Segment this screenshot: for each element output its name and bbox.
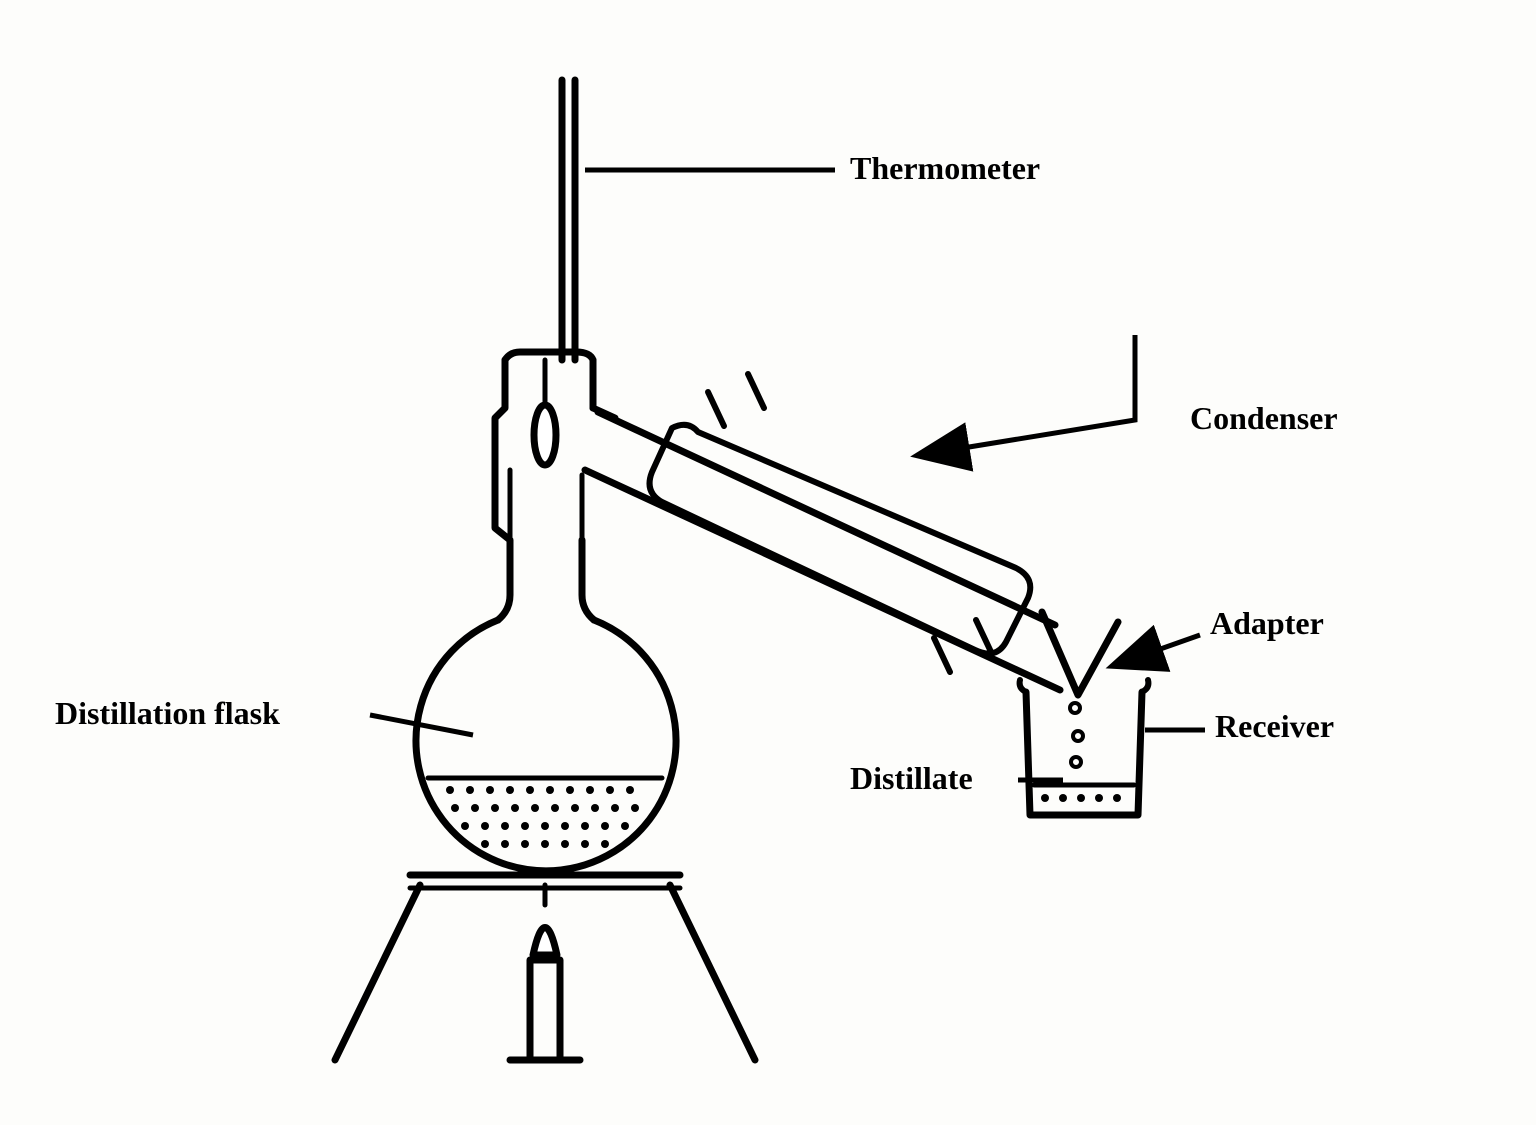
label-thermometer: Thermometer: [850, 150, 1040, 187]
label-flask: Distillation flask: [55, 695, 280, 732]
label-condenser: Condenser: [1190, 400, 1338, 437]
flask-liquid: [446, 786, 639, 848]
distillation-diagram: [0, 0, 1536, 1125]
distillate-drops: [1070, 703, 1083, 767]
label-receiver: Receiver: [1215, 708, 1334, 745]
tripod-leg-left: [335, 885, 420, 1060]
tripod-leg-right: [670, 885, 755, 1060]
leader-condenser: [920, 335, 1135, 455]
distillation-flask: [416, 620, 676, 871]
thermometer-bulb: [534, 405, 556, 465]
label-adapter: Adapter: [1210, 605, 1324, 642]
burner: [510, 928, 580, 1061]
leader-adapter: [1115, 635, 1200, 665]
label-distillate: Distillate: [850, 760, 973, 797]
